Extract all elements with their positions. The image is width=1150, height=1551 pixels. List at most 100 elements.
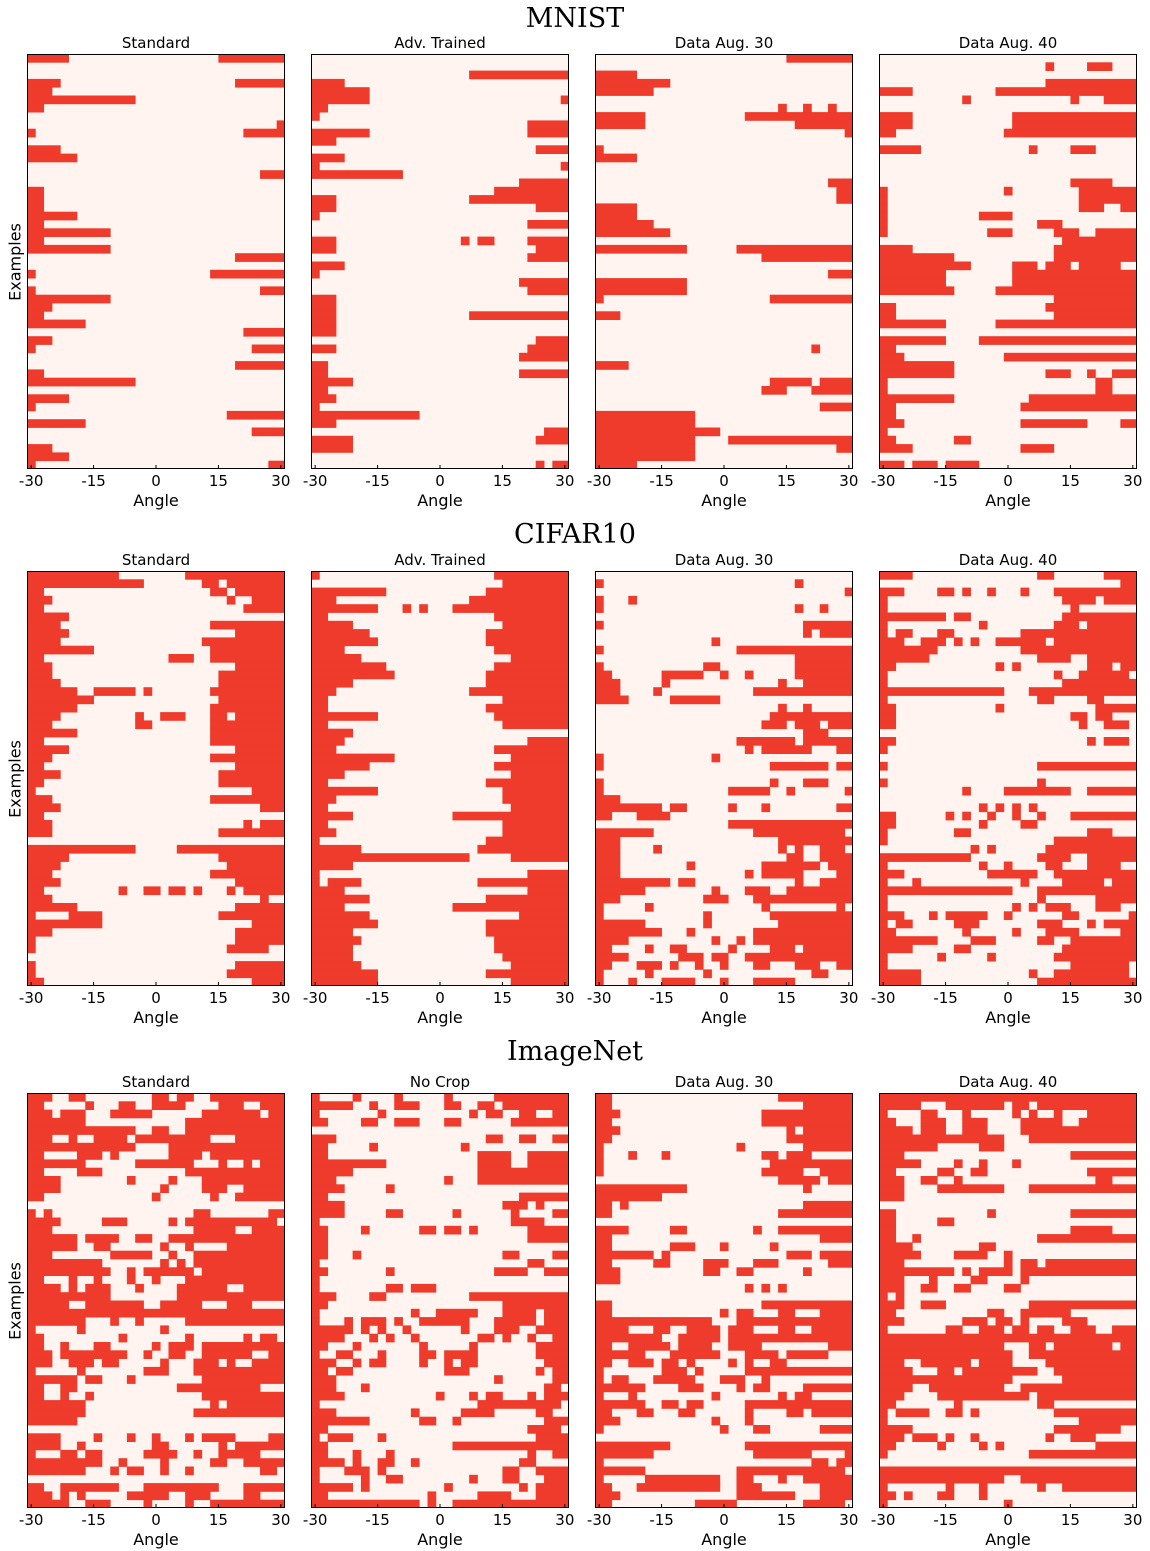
heatmap-cell bbox=[311, 1159, 387, 1169]
heatmap-cell bbox=[879, 703, 897, 713]
heatmap-cell bbox=[469, 1342, 478, 1351]
heatmap-cell bbox=[595, 844, 621, 854]
heatmap-cell bbox=[879, 319, 946, 329]
x-tick-label: 0 bbox=[719, 989, 729, 1007]
heatmap-cell bbox=[970, 936, 996, 945]
heatmap-cell bbox=[193, 1259, 285, 1268]
heatmap-cell bbox=[879, 604, 888, 613]
heatmap-cell bbox=[879, 427, 888, 437]
heatmap-cell bbox=[494, 612, 569, 622]
heatmap-cell bbox=[193, 1408, 285, 1418]
heatmap-cell bbox=[168, 1142, 285, 1152]
heatmap-cell bbox=[544, 427, 569, 437]
heatmap-cell bbox=[118, 1333, 128, 1343]
heatmap-cell bbox=[753, 1449, 812, 1459]
heatmap-cell bbox=[1120, 1342, 1137, 1351]
heatmap-cell bbox=[595, 620, 604, 630]
heatmap-cell bbox=[193, 886, 203, 896]
heatmap-cell bbox=[1028, 969, 1038, 979]
heatmap-cell bbox=[527, 253, 569, 262]
heatmap-cell bbox=[803, 1200, 853, 1210]
heatmap-cell bbox=[995, 286, 1137, 296]
heatmap-cell bbox=[879, 629, 888, 638]
heatmap-cell bbox=[595, 861, 621, 871]
heatmap-cell bbox=[485, 629, 569, 638]
heatmap-cell bbox=[1037, 977, 1137, 986]
heatmap-cell bbox=[502, 1474, 520, 1484]
heatmap-cell bbox=[828, 1259, 853, 1268]
heatmap-cell bbox=[27, 286, 36, 296]
heatmap-cell bbox=[494, 662, 569, 671]
heatmap-cell bbox=[185, 1217, 278, 1227]
heatmap-cell bbox=[879, 1234, 897, 1243]
heatmap-cell bbox=[360, 1117, 378, 1127]
heatmap-cell bbox=[527, 286, 569, 296]
heatmap-cell bbox=[85, 1283, 111, 1293]
heatmap-plot bbox=[595, 54, 853, 469]
heatmap-cell bbox=[485, 927, 569, 937]
heatmap-cell bbox=[352, 1250, 362, 1260]
heatmap-cell bbox=[160, 1358, 169, 1368]
heatmap-cell bbox=[1028, 1300, 1137, 1310]
heatmap-cell bbox=[427, 1491, 437, 1501]
heatmap-cell bbox=[995, 703, 1005, 713]
heatmap-cell bbox=[728, 944, 737, 954]
heatmap-cell bbox=[544, 1317, 569, 1326]
heatmap-cell bbox=[201, 1342, 285, 1351]
heatmap-cell bbox=[260, 803, 285, 813]
heatmap-cell bbox=[879, 1151, 905, 1160]
heatmap-cell bbox=[844, 587, 853, 597]
x-tick-label: -15 bbox=[365, 1511, 390, 1529]
heatmap-cell bbox=[311, 795, 337, 804]
heatmap-cell bbox=[477, 1400, 562, 1409]
heatmap-cell bbox=[769, 294, 853, 304]
heatmap-cell bbox=[1028, 903, 1038, 912]
heatmap-cell bbox=[243, 1283, 285, 1293]
heatmap-cell bbox=[93, 1342, 111, 1351]
heatmap-cell bbox=[311, 1283, 320, 1293]
heatmap-cell bbox=[193, 1449, 203, 1459]
heatmap-cell bbox=[987, 952, 996, 962]
heatmap-cell bbox=[879, 120, 913, 130]
x-axis-label: Angle bbox=[417, 1008, 463, 1027]
heatmap-cell bbox=[595, 435, 696, 445]
heatmap-cell bbox=[27, 1250, 53, 1260]
heatmap-cell bbox=[27, 1292, 111, 1301]
heatmap-cell bbox=[686, 1358, 696, 1368]
x-tick-label: -30 bbox=[18, 472, 44, 490]
heatmap-cell bbox=[879, 886, 1013, 896]
heatmap-cell bbox=[311, 236, 337, 246]
heatmap-cell bbox=[27, 961, 36, 970]
heatmap-cell bbox=[595, 1400, 646, 1409]
heatmap-plot bbox=[311, 1093, 569, 1508]
heatmap-cell bbox=[27, 803, 61, 813]
x-tick-label: 15 bbox=[1060, 1511, 1080, 1529]
heatmap-cell bbox=[27, 294, 111, 304]
heatmap-cell bbox=[1037, 936, 1055, 945]
heatmap-cell bbox=[185, 1333, 194, 1343]
heatmap-cell bbox=[510, 853, 569, 862]
heatmap-cell bbox=[661, 1366, 687, 1376]
heatmap-cell bbox=[595, 961, 613, 970]
heatmap-cell bbox=[1020, 1317, 1030, 1326]
x-tick-label: 30 bbox=[555, 472, 575, 490]
heatmap-cell bbox=[595, 878, 671, 887]
heatmap-cell bbox=[260, 894, 269, 904]
heatmap-cell bbox=[644, 903, 654, 912]
heatmap-cell bbox=[778, 836, 853, 846]
heatmap-cell bbox=[761, 386, 787, 395]
heatmap-cell bbox=[628, 1342, 671, 1351]
heatmap-cell bbox=[185, 1466, 194, 1476]
heatmap-cell bbox=[311, 103, 329, 113]
heatmap-cell bbox=[595, 153, 638, 163]
heatmap-cell bbox=[987, 228, 1013, 237]
heatmap-cell bbox=[819, 1167, 853, 1177]
heatmap-cell bbox=[311, 1325, 354, 1335]
heatmap-cell bbox=[210, 712, 228, 721]
heatmap-cell bbox=[962, 786, 971, 796]
heatmap-cell bbox=[879, 1383, 913, 1393]
heatmap-cell bbox=[879, 195, 888, 204]
heatmap-cell bbox=[595, 1234, 613, 1243]
heatmap-cell bbox=[744, 1441, 853, 1451]
heatmap-cell bbox=[160, 1184, 169, 1193]
